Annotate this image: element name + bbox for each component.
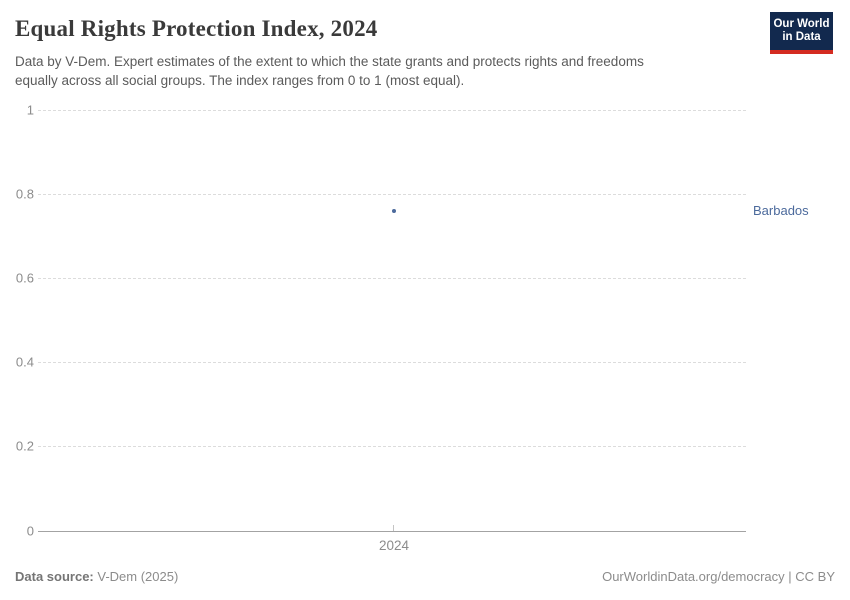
credit: OurWorldinData.org/democracy | CC BY — [602, 569, 835, 584]
subtitle-line-1: Data by V-Dem. Expert estimates of the e… — [15, 54, 644, 69]
owid-logo[interactable]: Our World in Data — [770, 12, 833, 54]
gridline — [38, 446, 746, 447]
x-axis-tick — [393, 525, 394, 531]
license-text: | CC BY — [784, 569, 835, 584]
x-axis-tick-label: 2024 — [378, 538, 410, 553]
gridline — [38, 110, 746, 111]
chart-subtitle: Data by V-Dem. Expert estimates of the e… — [15, 52, 644, 90]
y-axis-tick-label: 0.2 — [15, 438, 34, 454]
owid-logo-line1: Our World — [773, 18, 830, 30]
credit-link[interactable]: OurWorldinData.org/democracy — [602, 569, 785, 584]
axis-baseline — [38, 531, 746, 532]
data-point[interactable] — [392, 209, 396, 214]
y-axis-tick-label: 1 — [26, 102, 34, 118]
gridline — [38, 194, 746, 195]
y-axis-tick-label: 0.4 — [15, 354, 34, 370]
data-source: Data source: V-Dem (2025) — [15, 569, 178, 584]
subtitle-line-2: equally across all social groups. The in… — [15, 73, 465, 88]
y-axis-tick-label: 0.6 — [15, 270, 34, 286]
data-source-value: V-Dem (2025) — [97, 569, 179, 584]
page-title: Equal Rights Protection Index, 2024 — [15, 16, 378, 41]
entity-label[interactable]: Barbados — [753, 203, 809, 219]
owid-logo-line2: in Data — [782, 31, 821, 43]
gridline — [38, 362, 746, 363]
data-source-label: Data source: — [15, 569, 94, 584]
gridline — [38, 278, 746, 279]
y-axis-tick-label: 0.8 — [15, 186, 34, 202]
chart-footer: Data source: V-Dem (2025) OurWorldinData… — [15, 569, 835, 584]
y-axis-tick-label: 0 — [26, 523, 34, 539]
